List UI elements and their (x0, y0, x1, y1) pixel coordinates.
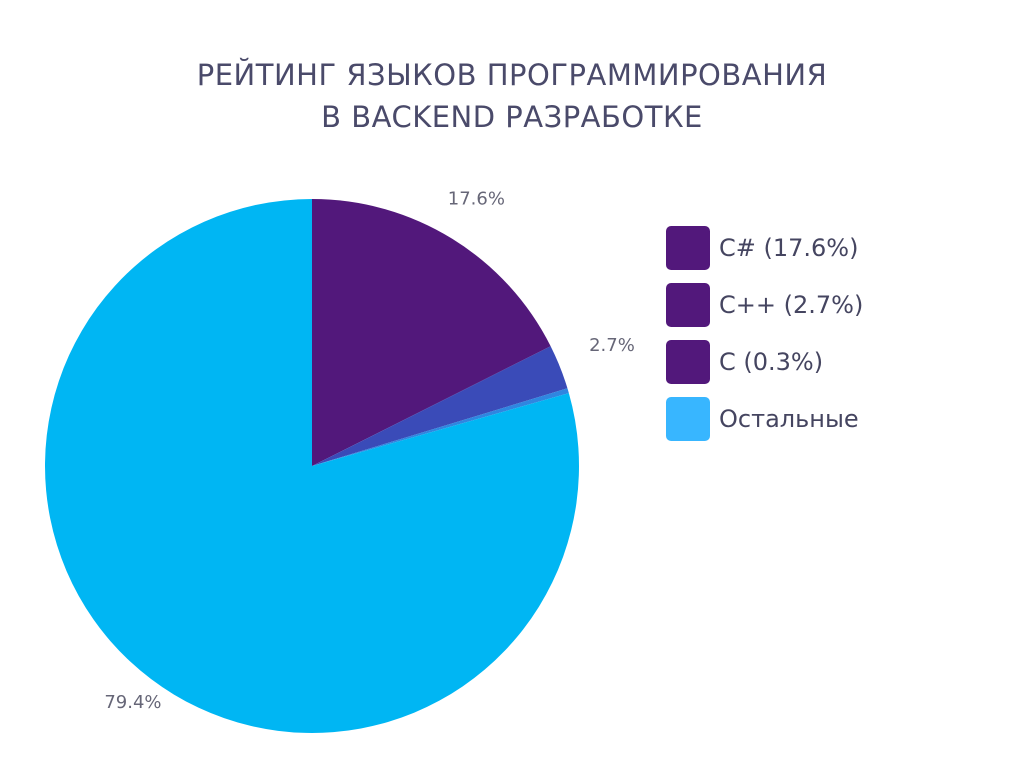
legend-item-cpp[interactable]: C++ (2.7%) (666, 283, 863, 327)
chart-title-line-1: РЕЙТИНГ ЯЗЫКОВ ПРОГРАММИРОВАНИЯ (196, 58, 828, 92)
legend-swatch-others (666, 397, 710, 441)
legend-item-c[interactable]: C (0.3%) (666, 340, 863, 384)
legend-item-csharp[interactable]: C# (17.6%) (666, 226, 863, 270)
pie-slices (45, 199, 580, 733)
legend-label-c: C (0.3%) (719, 348, 824, 376)
legend-swatch-c (666, 340, 710, 384)
chart-title-line-2: В BACKEND РАЗРАБОТКЕ (321, 100, 703, 134)
data-label-csharp: 17.6% (448, 189, 505, 210)
pie-slice-cpp[interactable] (312, 346, 568, 466)
legend-swatch-cpp (666, 283, 710, 327)
legend-item-others[interactable]: Остальные (666, 397, 863, 441)
pie-slice-others[interactable] (45, 199, 580, 733)
chart-title: РЕЙТИНГ ЯЗЫКОВ ПРОГРАММИРОВАНИЯ В BACKEN… (0, 54, 1024, 138)
legend-label-cpp: C++ (2.7%) (719, 291, 864, 319)
pie-slice-csharp[interactable] (312, 199, 551, 466)
data-label-others: 79.4% (104, 692, 161, 713)
pie-data-labels: 17.6% 2.7% 79.4% (104, 189, 634, 713)
pie-slice-c[interactable] (312, 388, 569, 466)
legend-swatch-csharp (666, 226, 710, 270)
legend-label-others: Остальные (719, 405, 859, 433)
legend-label-csharp: C# (17.6%) (719, 234, 859, 262)
data-label-cpp: 2.7% (589, 335, 635, 356)
legend: C# (17.6%) C++ (2.7%) C (0.3%) Остальные (666, 226, 863, 454)
